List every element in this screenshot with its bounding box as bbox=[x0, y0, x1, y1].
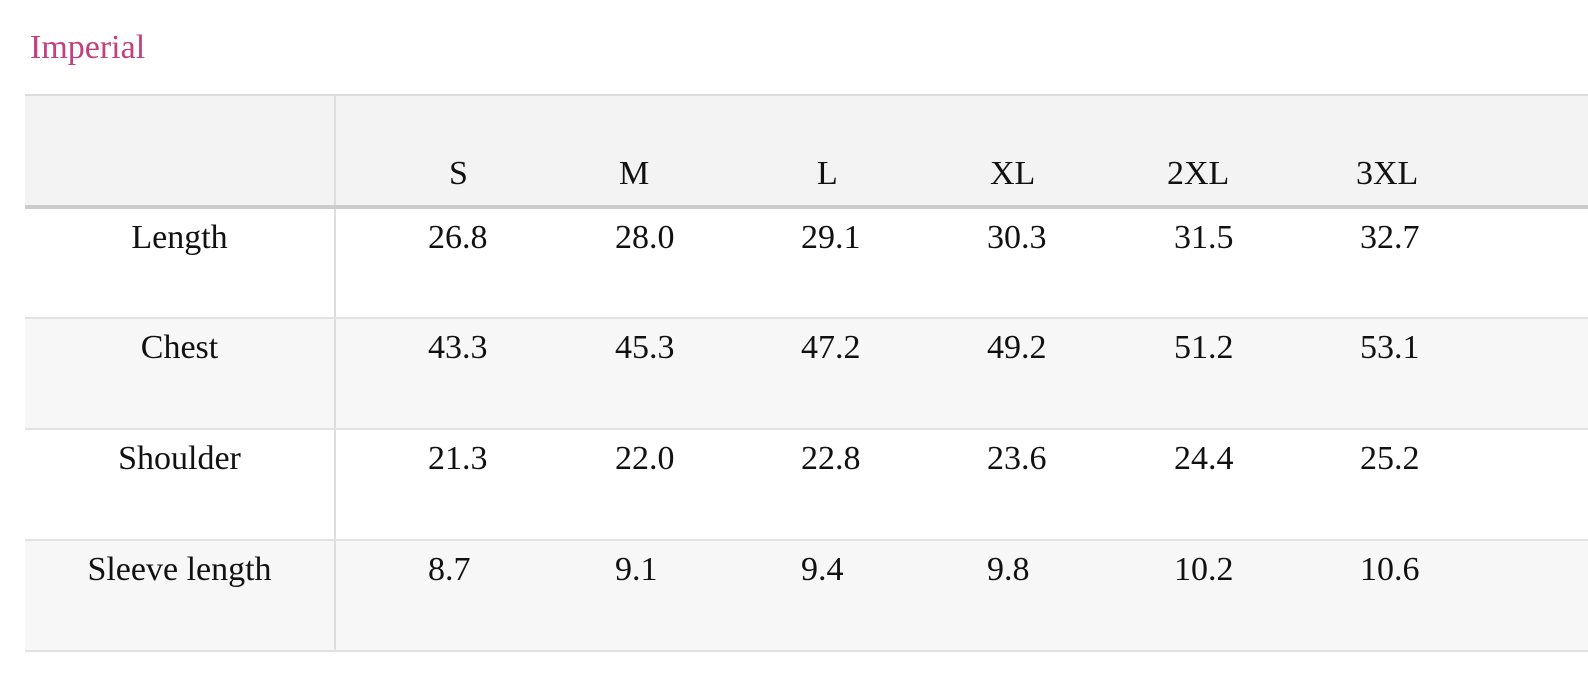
table-row: Chest 43.3 45.3 47.2 49.2 51.2 53.1 bbox=[25, 318, 1588, 430]
table-cell: 45.3 bbox=[585, 318, 771, 430]
tab-imperial[interactable]: Imperial bbox=[30, 29, 146, 66]
size-chart: S M L XL 2XL 3XL Length 26.8 28.0 29.1 3… bbox=[25, 94, 1588, 652]
table-cell: 9.1 bbox=[585, 540, 771, 652]
table-cell: 29.1 bbox=[771, 207, 957, 319]
table-cell: 24.4 bbox=[1144, 429, 1330, 541]
corner-cell bbox=[25, 94, 336, 209]
table-cell: 21.3 bbox=[335, 429, 585, 541]
table-cell: 47.2 bbox=[771, 318, 957, 430]
table-cell: 28.0 bbox=[585, 207, 771, 319]
table-cell: 8.7 bbox=[335, 540, 585, 652]
table-cell: 32.7 bbox=[1330, 207, 1588, 319]
table-cell: 25.2 bbox=[1330, 429, 1588, 541]
table-cell: 22.8 bbox=[771, 429, 957, 541]
row-label: Sleeve length bbox=[25, 540, 336, 652]
column-header: L bbox=[771, 94, 957, 209]
table-cell: 26.8 bbox=[335, 207, 585, 319]
table-cell: 22.0 bbox=[585, 429, 771, 541]
table-row: Sleeve length 8.7 9.1 9.4 9.8 10.2 10.6 bbox=[25, 540, 1588, 652]
row-label: Shoulder bbox=[25, 429, 336, 541]
table-cell: 43.3 bbox=[335, 318, 585, 430]
table-cell: 31.5 bbox=[1144, 207, 1330, 319]
table-cell: 9.4 bbox=[771, 540, 957, 652]
table-cell: 49.2 bbox=[957, 318, 1144, 430]
column-header: S bbox=[335, 94, 585, 209]
column-header: 3XL bbox=[1330, 94, 1588, 209]
column-header: M bbox=[585, 94, 771, 209]
row-label: Length bbox=[25, 207, 336, 319]
table-cell: 10.2 bbox=[1144, 540, 1330, 652]
size-table: S M L XL 2XL 3XL Length 26.8 28.0 29.1 3… bbox=[25, 94, 1588, 652]
table-cell: 10.6 bbox=[1330, 540, 1588, 652]
unit-tab-bar: Imperial bbox=[25, 0, 241, 97]
table-cell: 53.1 bbox=[1330, 318, 1588, 430]
table-row: Length 26.8 28.0 29.1 30.3 31.5 32.7 bbox=[25, 207, 1588, 319]
table-cell: 30.3 bbox=[957, 207, 1144, 319]
column-header: 2XL bbox=[1144, 94, 1330, 209]
table-cell: 23.6 bbox=[957, 429, 1144, 541]
table-header-row: S M L XL 2XL 3XL bbox=[25, 94, 1588, 209]
column-header: XL bbox=[957, 94, 1144, 209]
table-row: Shoulder 21.3 22.0 22.8 23.6 24.4 25.2 bbox=[25, 429, 1588, 541]
table-cell: 51.2 bbox=[1144, 318, 1330, 430]
table-cell: 9.8 bbox=[957, 540, 1144, 652]
row-label: Chest bbox=[25, 318, 336, 430]
